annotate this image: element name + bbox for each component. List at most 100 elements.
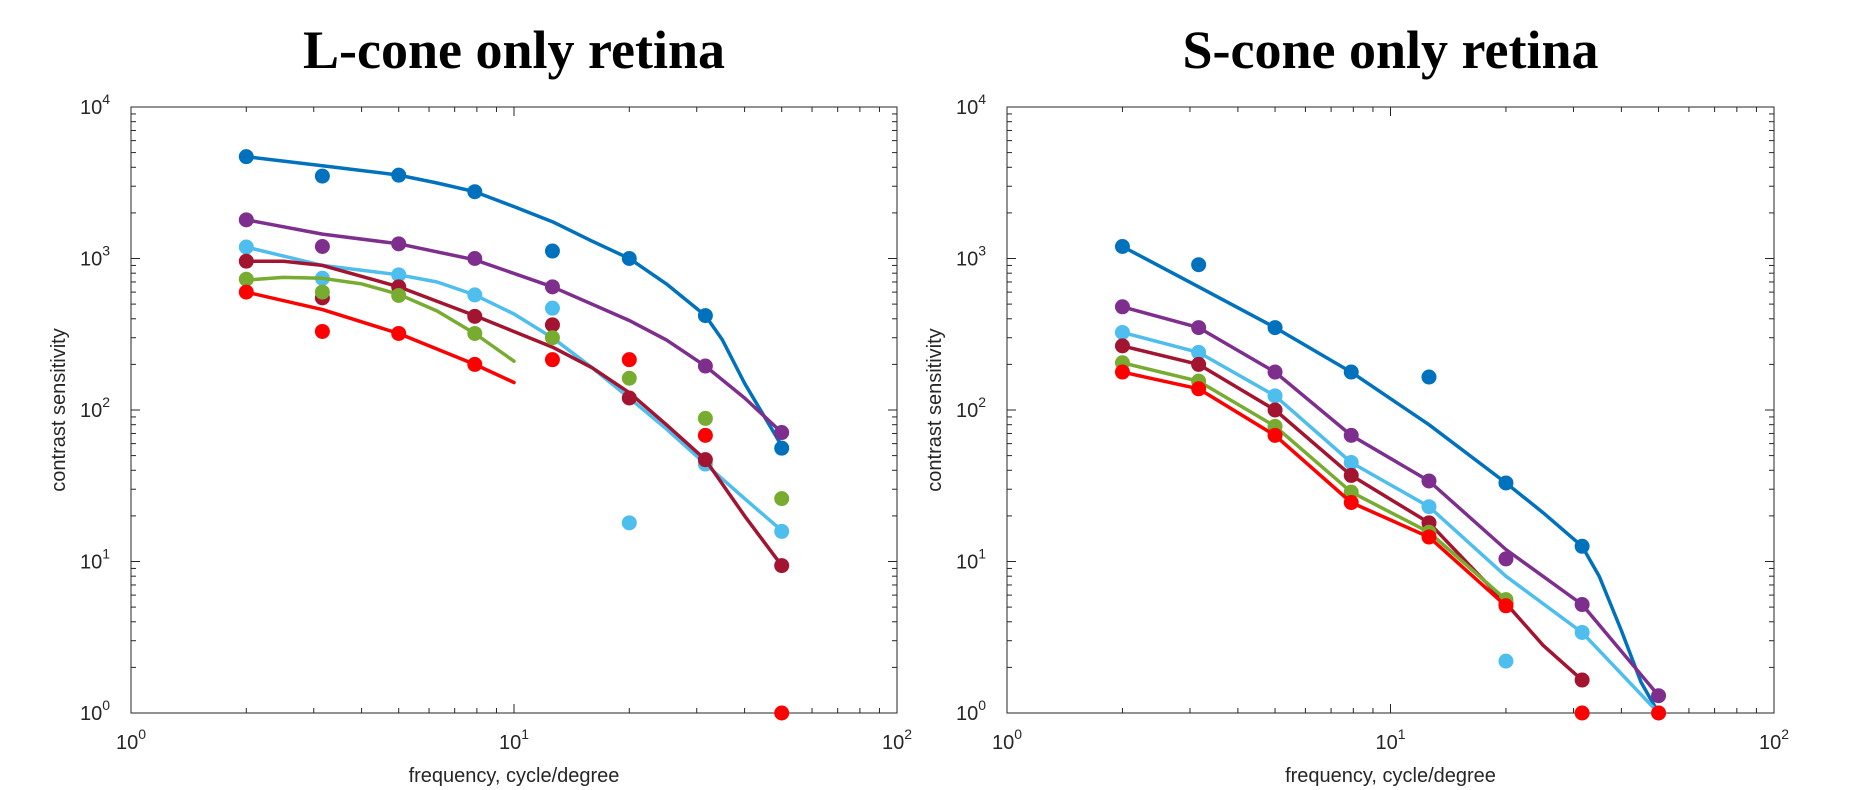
series-fit-line bbox=[1120, 330, 1661, 715]
data-point bbox=[774, 491, 790, 507]
data-point bbox=[1421, 499, 1437, 515]
data-point bbox=[774, 705, 790, 721]
data-point bbox=[774, 523, 790, 539]
data-point bbox=[697, 427, 713, 443]
series-fit-line bbox=[1120, 344, 1584, 682]
data-point bbox=[467, 287, 483, 303]
data-point bbox=[1651, 705, 1667, 721]
data-point bbox=[1267, 364, 1283, 380]
data-point bbox=[1114, 338, 1130, 354]
data-point bbox=[467, 308, 483, 324]
data-point bbox=[1114, 324, 1130, 340]
data-point bbox=[238, 253, 254, 269]
y-tick-label: 100 bbox=[956, 697, 986, 725]
data-point bbox=[467, 184, 483, 200]
series-1 bbox=[1114, 299, 1667, 704]
data-point bbox=[1421, 369, 1437, 385]
data-point bbox=[1498, 551, 1514, 567]
axes-box bbox=[130, 106, 898, 714]
series-fit-line bbox=[1120, 370, 1508, 608]
data-point bbox=[1343, 427, 1359, 443]
series-fit-line bbox=[1120, 361, 1508, 602]
data-point bbox=[1421, 473, 1437, 489]
data-point bbox=[1574, 597, 1590, 613]
series-fit-line bbox=[1120, 305, 1661, 698]
data-point bbox=[391, 167, 407, 183]
data-point bbox=[391, 236, 407, 252]
y-tick-label: 104 bbox=[80, 91, 110, 119]
data-point bbox=[1574, 624, 1590, 640]
data-point bbox=[391, 325, 407, 341]
data-point bbox=[238, 271, 254, 287]
series-2 bbox=[1114, 324, 1667, 721]
data-point bbox=[544, 300, 560, 316]
chart-0: L-cone only retina 100 101 102 100 101 102 103 1… bbox=[48, 20, 912, 787]
data-point bbox=[314, 168, 330, 184]
data-point bbox=[1498, 598, 1514, 614]
series-5 bbox=[238, 284, 790, 721]
x-tick-label: 102 bbox=[882, 726, 912, 754]
data-point bbox=[1267, 402, 1283, 418]
axes-box bbox=[1006, 106, 1775, 714]
data-point bbox=[1498, 475, 1514, 491]
data-point bbox=[314, 284, 330, 300]
x-tick-label: 101 bbox=[1375, 726, 1405, 754]
data-point bbox=[774, 558, 790, 574]
data-point bbox=[774, 440, 790, 456]
data-point bbox=[1114, 364, 1130, 380]
chart-1: S-cone only retina 100 101 102 100 101 102 103 1… bbox=[924, 20, 1789, 787]
data-point bbox=[1267, 388, 1283, 404]
series-4 bbox=[238, 271, 790, 507]
data-point bbox=[1114, 239, 1130, 255]
x-tick-label: 101 bbox=[499, 726, 529, 754]
x-axis-label: frequency, cycle/degree bbox=[1285, 765, 1496, 787]
data-point bbox=[697, 452, 713, 468]
data-point bbox=[1191, 381, 1207, 397]
data-point bbox=[1267, 320, 1283, 336]
x-tick-label: 100 bbox=[116, 726, 146, 754]
data-point bbox=[1114, 299, 1130, 315]
data-point bbox=[621, 370, 637, 386]
data-point bbox=[544, 279, 560, 295]
y-tick-label: 103 bbox=[80, 243, 110, 271]
x-axis-label: frequency, cycle/degree bbox=[409, 765, 620, 787]
data-point bbox=[467, 356, 483, 372]
data-point bbox=[1191, 356, 1207, 372]
data-point bbox=[774, 425, 790, 441]
data-point bbox=[1343, 495, 1359, 511]
y-axis-label: contrast sensitivity bbox=[924, 328, 946, 491]
y-tick-label: 100 bbox=[80, 697, 110, 725]
data-point bbox=[697, 410, 713, 426]
chart-title: L-cone only retina bbox=[303, 20, 725, 80]
series-3 bbox=[1114, 338, 1590, 688]
data-point bbox=[1191, 344, 1207, 360]
data-point bbox=[314, 323, 330, 339]
y-tick-label: 101 bbox=[80, 546, 110, 574]
data-point bbox=[544, 317, 560, 333]
data-point bbox=[467, 251, 483, 266]
data-point bbox=[1343, 484, 1359, 500]
data-point bbox=[1267, 427, 1283, 443]
data-point bbox=[1343, 467, 1359, 483]
data-point bbox=[238, 239, 254, 255]
data-point bbox=[238, 149, 254, 165]
chart-title: S-cone only retina bbox=[1183, 20, 1599, 80]
y-tick-label: 103 bbox=[956, 243, 986, 271]
data-point bbox=[544, 352, 560, 368]
series-fit-line bbox=[244, 218, 784, 435]
y-axis-label: contrast sensitivity bbox=[48, 328, 70, 491]
y-tick-label: 102 bbox=[80, 394, 110, 422]
data-point bbox=[467, 325, 483, 341]
data-point bbox=[1343, 364, 1359, 380]
data-point bbox=[1343, 455, 1359, 471]
series-3 bbox=[238, 253, 790, 574]
data-point bbox=[391, 287, 407, 303]
y-tick-label: 101 bbox=[956, 546, 986, 574]
data-point bbox=[621, 251, 637, 266]
x-tick-label: 102 bbox=[1759, 726, 1789, 754]
y-tick-label: 104 bbox=[956, 91, 986, 119]
data-point bbox=[1651, 688, 1667, 704]
data-point bbox=[621, 515, 637, 531]
